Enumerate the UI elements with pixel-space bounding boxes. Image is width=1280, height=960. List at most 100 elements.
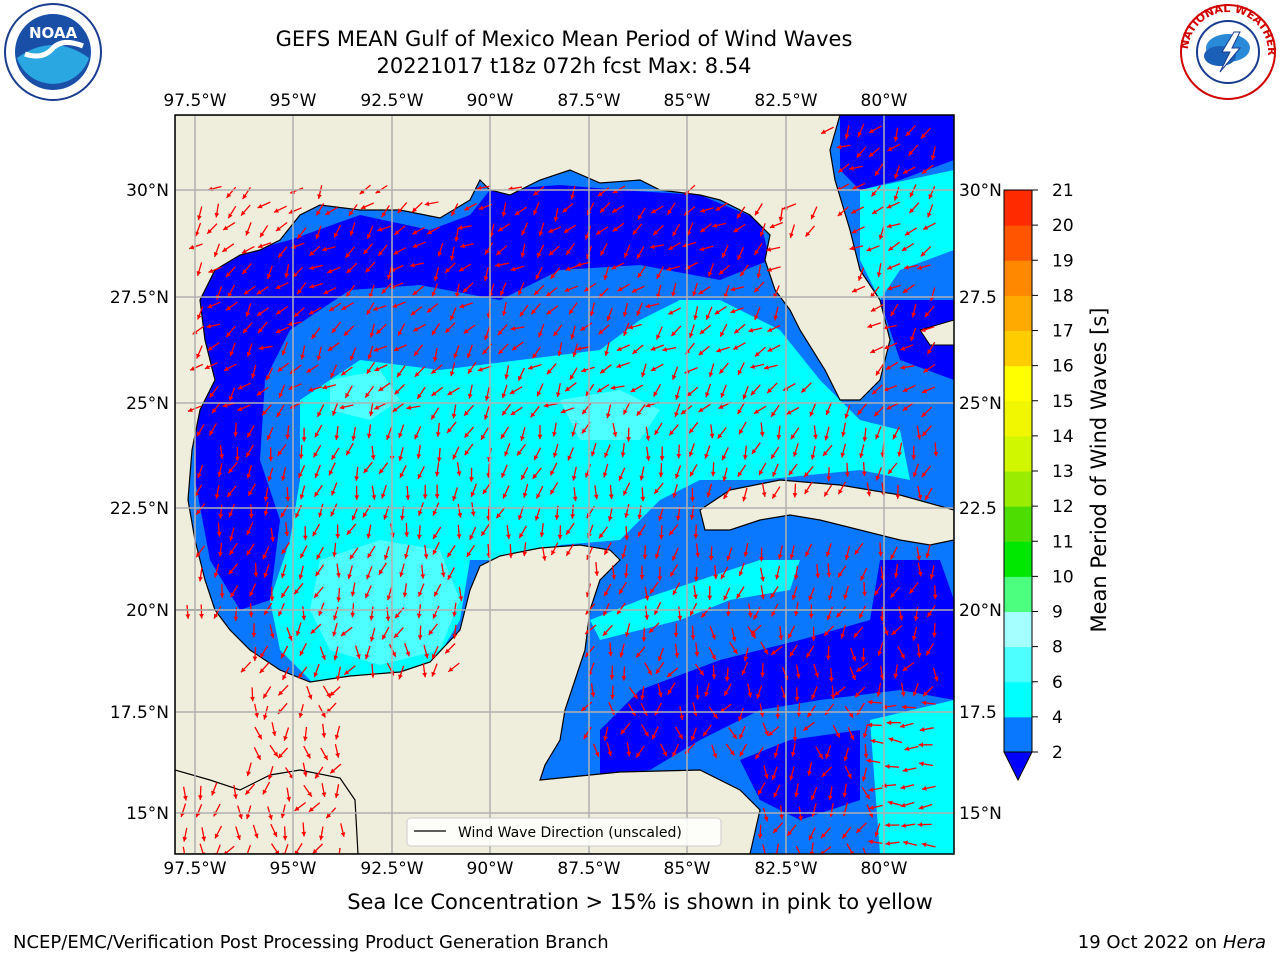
wind-arrow-head xyxy=(410,262,415,268)
wind-arrow-head xyxy=(294,312,299,317)
nws-logo-icon: NATIONAL WEATHER SERVICE xyxy=(1178,2,1278,100)
lat-label: 15°N xyxy=(959,804,1002,824)
wind-arrow-head xyxy=(399,572,404,577)
wind-arrow-head xyxy=(624,535,629,541)
dark-region-north xyxy=(195,185,770,610)
wind-arrow-head xyxy=(533,190,539,196)
wind-arrow-head xyxy=(897,451,902,457)
colorbar-segment xyxy=(1004,646,1032,683)
wind-arrow-head xyxy=(653,391,658,397)
wind-arrow-head xyxy=(857,131,863,137)
wind-arrow-head xyxy=(533,210,538,216)
wind-arrow-head xyxy=(246,530,251,536)
lon-label: 85°W xyxy=(664,91,711,111)
wind-arrow-head xyxy=(719,269,724,275)
wind-arrow-head xyxy=(902,767,908,773)
wind-arrow-head xyxy=(666,266,672,272)
wind-arrow-head xyxy=(789,651,795,657)
wind-arrow-head xyxy=(624,513,629,518)
lon-label: 92.5°W xyxy=(360,859,423,879)
wind-arrow-head xyxy=(218,513,224,519)
wind-arrow-head xyxy=(500,290,505,296)
wind-arrow-head xyxy=(346,529,352,535)
wind-arrow-head xyxy=(589,311,595,317)
wind-arrow-head xyxy=(418,510,423,516)
wind-arrow-head xyxy=(639,575,645,580)
wind-arrow-head xyxy=(315,773,320,779)
wind-arrow-head xyxy=(794,792,799,798)
wind-arrow-head xyxy=(482,349,488,355)
wind-arrow-head xyxy=(912,691,918,697)
wind-arrow-head xyxy=(824,435,829,441)
wind-arrow-head xyxy=(378,569,384,575)
wind-arrow-head xyxy=(228,569,234,575)
wind-arrow-head xyxy=(427,307,432,313)
wind-arrow-head xyxy=(798,816,803,821)
wind-arrow-head xyxy=(257,243,263,249)
wind-arrow-head xyxy=(849,165,854,171)
wind-arrow-head xyxy=(932,594,938,600)
wind-arrow-head xyxy=(344,670,350,675)
wind-arrow-head xyxy=(212,408,217,414)
wind-arrow-head xyxy=(672,751,677,757)
wind-arrow-head xyxy=(209,392,215,398)
wind-arrow-head xyxy=(467,393,473,399)
wind-arrow-head xyxy=(204,364,210,369)
wind-arrow-head xyxy=(885,764,890,769)
wind-arrow-head xyxy=(416,613,422,619)
wind-arrow-head xyxy=(363,512,368,518)
wind-arrow-head xyxy=(323,755,328,761)
wind-arrow-head xyxy=(393,250,399,255)
wind-arrow-head xyxy=(341,305,347,310)
wind-arrow-head xyxy=(883,387,889,392)
wind-arrow-head xyxy=(754,287,760,293)
wind-arrow-head xyxy=(602,630,608,636)
wind-arrow-head xyxy=(739,429,744,435)
wind-arrow-head xyxy=(902,406,908,411)
legend-label: Wind Wave Direction (unscaled) xyxy=(458,825,682,841)
wind-arrow-head xyxy=(521,474,526,480)
wind-arrow-head xyxy=(878,552,883,557)
wind-arrow-head xyxy=(612,227,618,232)
wind-arrow-head xyxy=(246,452,251,458)
wind-arrow-head xyxy=(843,756,849,762)
wind-arrow-head xyxy=(867,699,873,705)
wind-arrow-head xyxy=(456,534,462,539)
wind-arrow-head xyxy=(669,430,674,436)
wind-arrow-head xyxy=(254,712,259,718)
wind-arrow-head xyxy=(278,252,283,258)
wind-arrow-head xyxy=(257,734,262,740)
wind-arrow-head xyxy=(341,631,346,636)
wind-arrow-head xyxy=(274,850,280,854)
wind-arrow-head xyxy=(451,211,456,216)
wind-arrow-head xyxy=(671,291,676,297)
wind-arrow-head xyxy=(921,133,926,139)
wind-arrow-head xyxy=(694,652,700,657)
wind-arrow-head xyxy=(700,208,706,213)
wind-arrow-head xyxy=(417,635,423,640)
wind-arrow-head xyxy=(431,654,437,659)
wind-arrow-head xyxy=(570,194,575,200)
wind-arrow-head xyxy=(266,273,272,279)
wind-arrow-head xyxy=(332,631,337,637)
wind-arrow-head xyxy=(916,653,922,658)
wind-arrow-head xyxy=(476,185,482,191)
wind-arrow-head xyxy=(309,250,315,256)
wind-arrow-head xyxy=(340,832,346,837)
wind-arrow-head xyxy=(604,452,609,458)
wind-arrow-head xyxy=(300,354,305,360)
wind-arrow-head xyxy=(440,572,446,578)
wind-arrow-head xyxy=(466,353,472,359)
wind-arrow-head xyxy=(891,630,897,635)
wind-arrow-head xyxy=(698,350,704,356)
wind-arrow-head xyxy=(552,452,558,458)
wind-arrow-head xyxy=(381,288,387,294)
wind-arrow-head xyxy=(927,612,932,617)
wind-arrow-head xyxy=(268,456,274,462)
wind-arrow-head xyxy=(334,232,339,238)
wind-arrow-head xyxy=(581,428,587,434)
wind-arrow-head xyxy=(254,833,259,839)
wind-arrow-head xyxy=(246,351,252,357)
wind-arrow-head xyxy=(821,772,827,777)
wind-arrow-head xyxy=(381,212,387,218)
